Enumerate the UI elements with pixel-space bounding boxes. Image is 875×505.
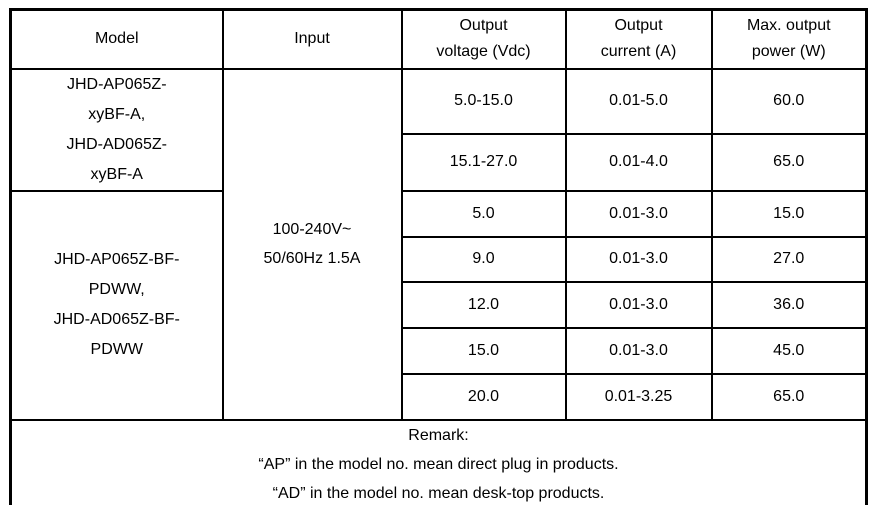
- output-current-cell: 0.01-3.0: [564, 326, 713, 375]
- max-power-cell: 60.0: [710, 67, 868, 135]
- max-power-cell: 27.0: [710, 235, 868, 283]
- output-voltage-cell: 9.0: [400, 235, 567, 283]
- table-row: 15.0 0.01-3.0 45.0: [11, 326, 868, 375]
- table-row: 20.0 0.01-3.25 65.0: [11, 372, 868, 421]
- max-power-cell: 65.0: [710, 372, 868, 421]
- output-voltage-cell: 15.0: [400, 326, 567, 375]
- input-cell: 100-240V~ 50/60Hz 1.5A: [221, 67, 403, 421]
- remark-line-ad: “AD” in the model no. mean desk-top prod…: [272, 484, 605, 502]
- remark-label: Remark:: [408, 426, 469, 444]
- table-row: JHD-AP065Z-BF- PDWW, JHD-AD065Z-BF- PDWW…: [9, 189, 868, 421]
- output-voltage-cell: 12.0: [400, 280, 567, 329]
- header-row: Model Input Output voltage (Vdc) Output …: [9, 8, 868, 70]
- header-input: Input: [221, 8, 403, 70]
- spec-table: Model Input Output voltage (Vdc) Output …: [9, 8, 868, 505]
- table-row: 12.0 0.01-3.0 36.0: [11, 280, 868, 329]
- header-max-output-power: Max. output power (W): [710, 8, 868, 70]
- output-voltage-cell: 5.0: [400, 189, 567, 238]
- header-model: Model: [9, 8, 224, 70]
- remark-line-ap: “AP” in the model no. mean direct plug i…: [258, 455, 619, 473]
- header-output-current: Output current (A): [564, 8, 713, 70]
- header-output-voltage: Output voltage (Vdc): [400, 8, 567, 70]
- output-voltage-cell: 15.1-27.0: [400, 132, 567, 192]
- output-current-cell: 0.01-3.0: [564, 235, 713, 283]
- model-cell-group-1: JHD-AP065Z- xyBF-A, JHD-AD065Z- xyBF-A: [9, 67, 224, 192]
- max-power-cell: 65.0: [710, 132, 868, 192]
- output-voltage-cell: 5.0-15.0: [400, 67, 567, 135]
- output-current-cell: 0.01-3.25: [564, 372, 713, 421]
- model-cell-group-2: JHD-AP065Z-BF- PDWW, JHD-AD065Z-BF- PDWW: [9, 189, 224, 421]
- output-current-cell: 0.01-5.0: [564, 67, 713, 135]
- output-current-cell: 0.01-4.0: [564, 132, 713, 192]
- remark-row: Remark: “AP” in the model no. mean direc…: [9, 418, 868, 505]
- output-current-cell: 0.01-3.0: [564, 280, 713, 329]
- max-power-cell: 15.0: [710, 189, 868, 238]
- output-current-cell: 0.01-3.0: [564, 189, 713, 238]
- table-row: 9.0 0.01-3.0 27.0: [11, 235, 868, 283]
- max-power-cell: 45.0: [710, 326, 868, 375]
- remark-cell: Remark: “AP” in the model no. mean direc…: [9, 418, 868, 505]
- table-row: 15.1-27.0 0.01-4.0 65.0: [11, 132, 868, 192]
- table-row: JHD-AP065Z- xyBF-A, JHD-AD065Z- xyBF-A 1…: [9, 67, 868, 421]
- max-power-cell: 36.0: [710, 280, 868, 329]
- output-voltage-cell: 20.0: [400, 372, 567, 421]
